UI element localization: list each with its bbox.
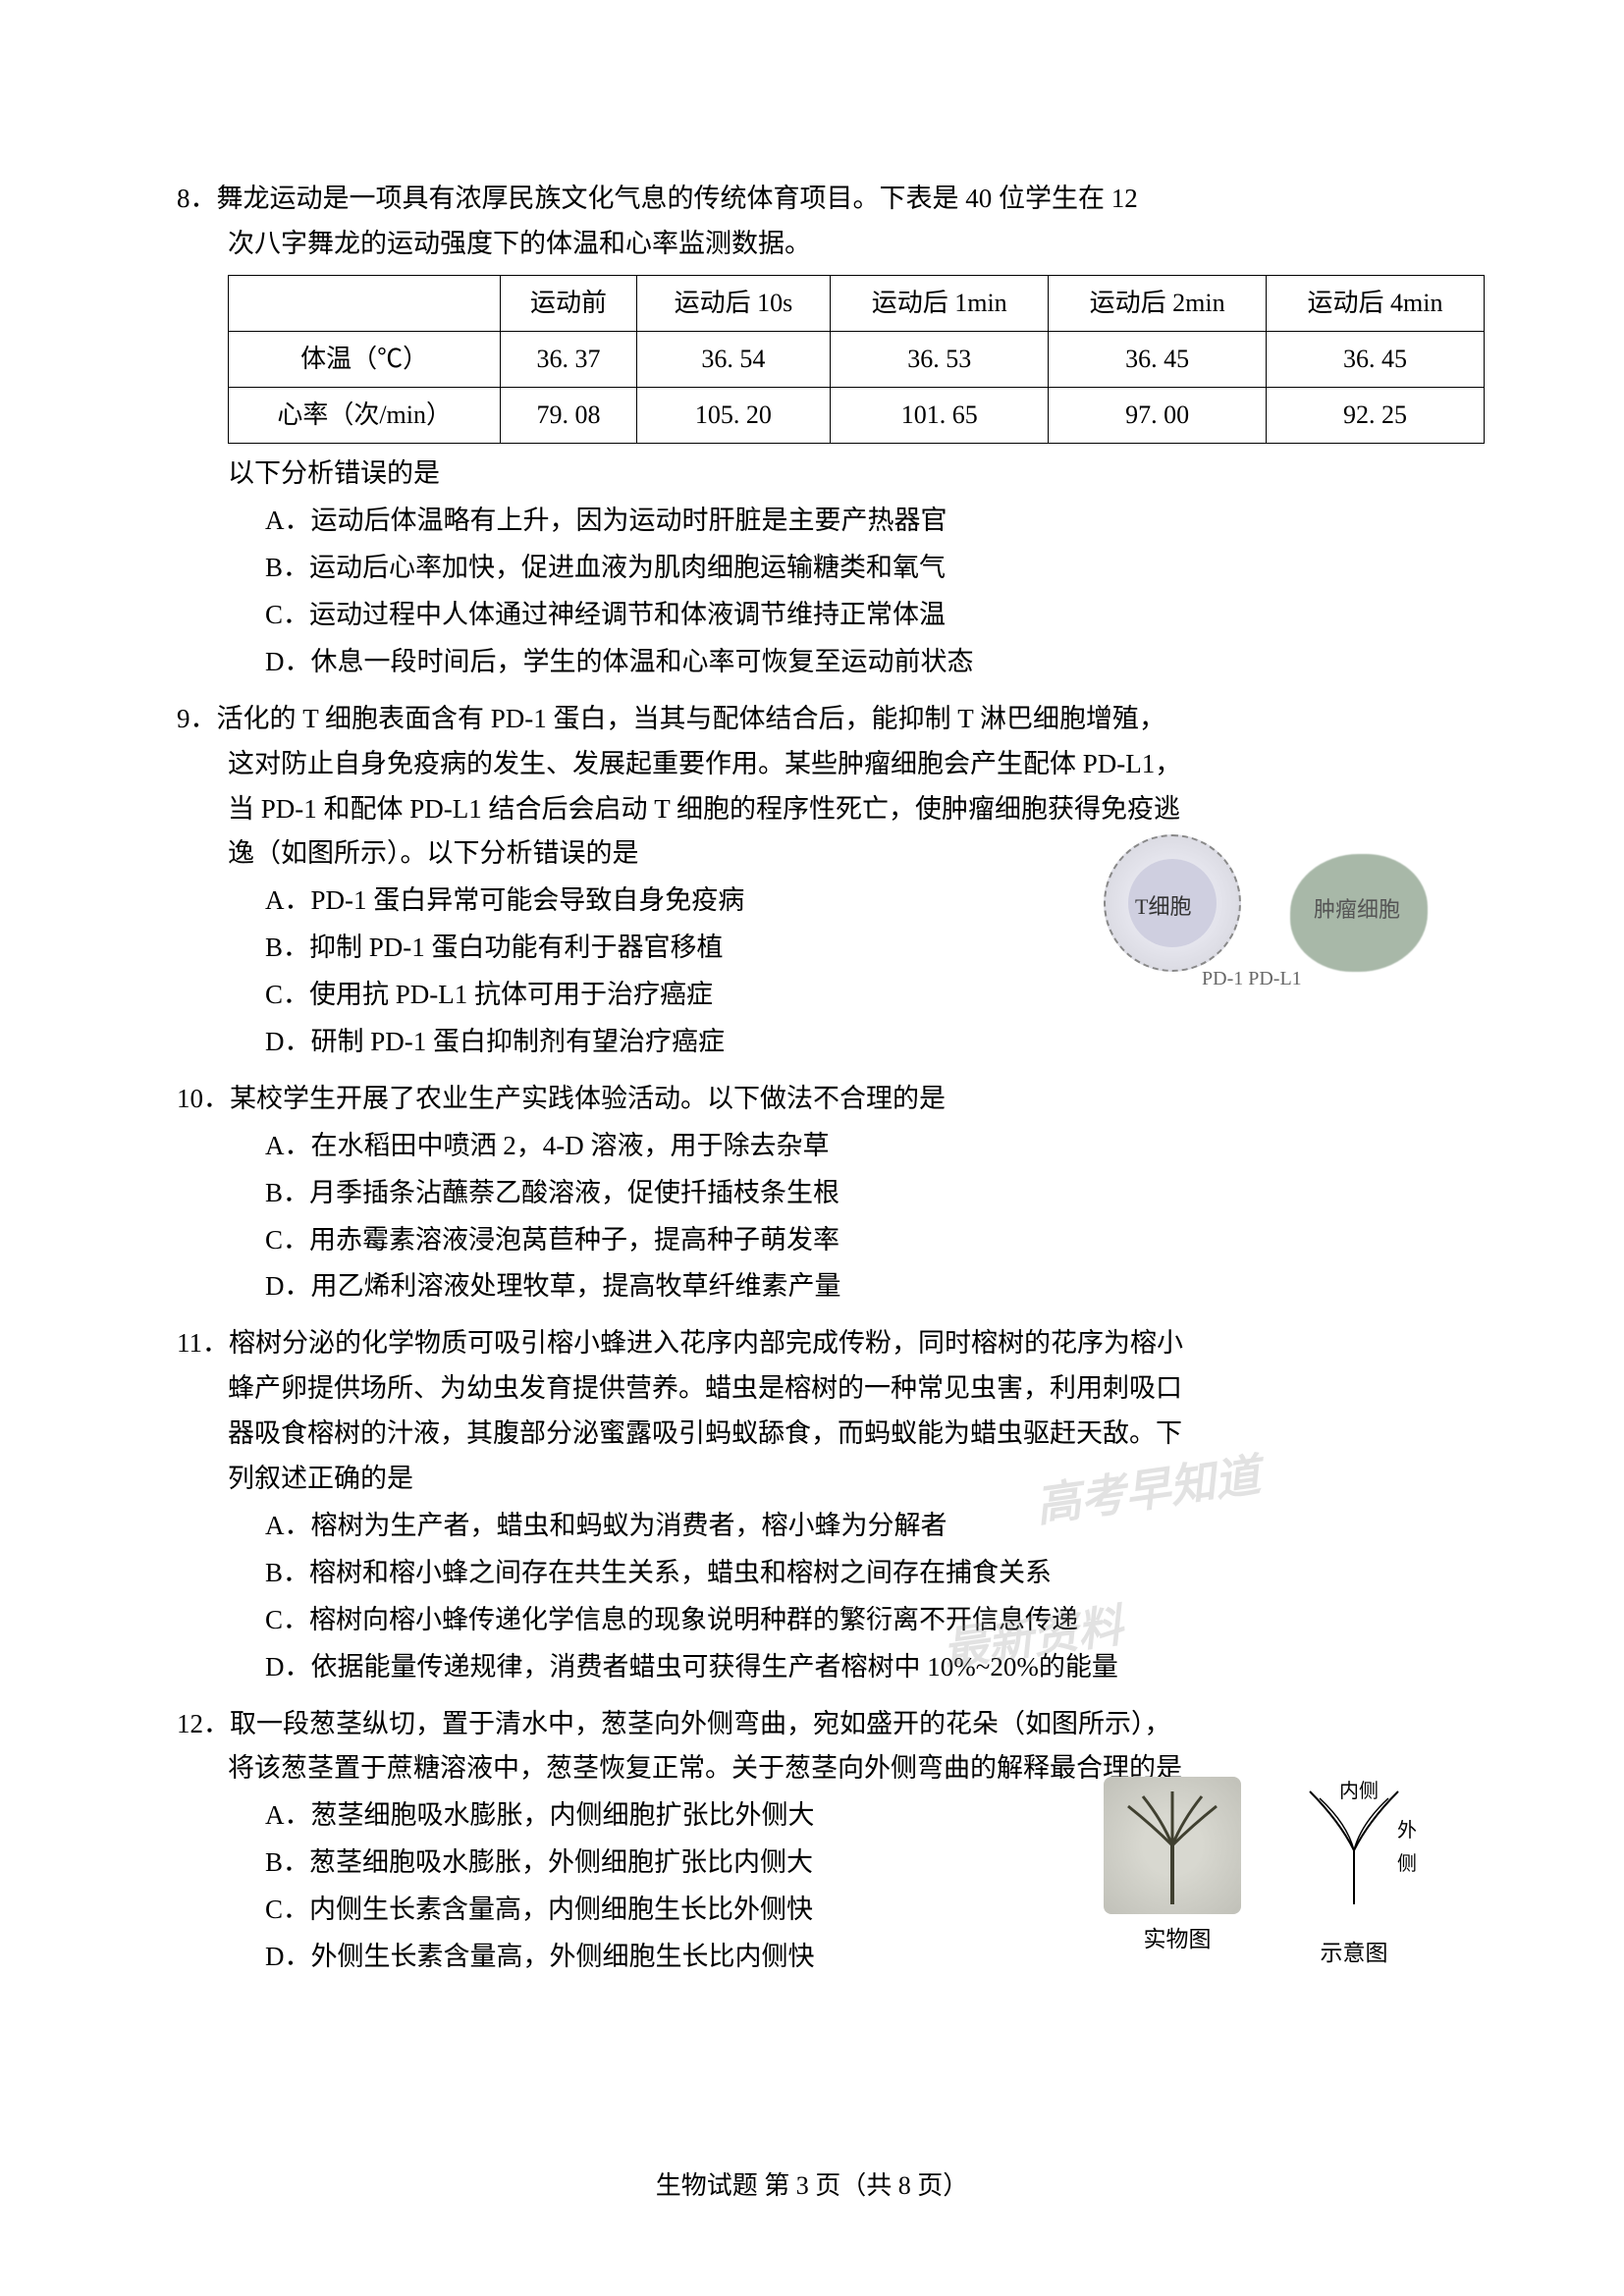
q8-option-a: A．运动后体温略有上升，因为运动时肝脏是主要产热器官 [265,499,1447,544]
question-11: 11．榕树分泌的化学物质可吸引榕小蜂进入花序内部完成传粉，同时榕树的花序为榕小 … [177,1321,1447,1689]
q10-option-b: B．月季插条沾蘸萘乙酸溶液，促使扦插枝条生根 [265,1171,1447,1216]
tcell-label: T细胞 [1135,888,1191,925]
q11-option-b: B．榕树和榕小蜂之间存在共生关系，蜡虫和榕树之间存在捕食关系 [265,1551,1447,1596]
q8-th-2: 运动后 10s [636,275,831,331]
q11-stem-line2: 蜂产卵提供场所、为幼虫发育提供营养。蜡虫是榕树的一种常见虫害，利用刺吸口 [177,1366,1447,1412]
q12-real-caption: 实物图 [1104,1920,1251,1958]
q8-r0c5: 36. 45 [1267,331,1485,387]
q9-stem1-text: 活化的 T 细胞表面含有 PD-1 蛋白，当其与配体结合后，能抑制 T 淋巴细胞… [217,704,1166,733]
q10-stem: 10．某校学生开展了农业生产实践体验活动。以下做法不合理的是 [177,1077,1447,1122]
q10-option-c: C．用赤霉素溶液浸泡莴苣种子，提高种子萌发率 [265,1218,1447,1263]
q8-prompt: 以下分析错误的是 [177,452,1447,497]
question-10: 10．某校学生开展了农业生产实践体验活动。以下做法不合理的是 A．在水稻田中喷洒… [177,1077,1447,1309]
q8-r1c2: 105. 20 [636,388,831,444]
q12-stem-line1: 12．取一段葱茎纵切，置于清水中，葱茎向外侧弯曲，宛如盛开的花朵（如图所示）， [177,1702,1447,1747]
q11-option-c: C．榕树向榕小蜂传递化学信息的现象说明种群的繁衍离不开信息传递 [265,1598,1447,1643]
q10-stem-text: 某校学生开展了农业生产实践体验活动。以下做法不合理的是 [230,1084,946,1113]
q8-r0c0: 体温（℃） [229,331,501,387]
q8-table-row-hr: 心率（次/min） 79. 08 105. 20 101. 65 97. 00 … [229,388,1485,444]
q10-option-a: A．在水稻田中喷洒 2，4-D 溶液，用于除去杂草 [265,1124,1447,1169]
q8-r0c3: 36. 53 [831,331,1049,387]
q8-number: 8． [177,184,217,213]
tumor-label: 肿瘤细胞 [1314,891,1400,928]
q11-option-d: D．依据能量传递规律，消费者蜡虫可获得生产者榕树中 10%~20%的能量 [265,1645,1447,1690]
q8-th-1: 运动前 [501,275,636,331]
q11-option-a: A．榕树为生产者，蜡虫和蚂蚁为消费者，榕小蜂为分解者 [265,1504,1447,1549]
q8-option-d: D．休息一段时间后，学生的体温和心率可恢复至运动前状态 [265,640,1447,685]
q12-inner-label: 内侧 [1339,1775,1379,1808]
q11-stem1-text: 榕树分泌的化学物质可吸引榕小蜂进入花序内部完成传粉，同时榕树的花序为榕小 [229,1328,1183,1358]
page-footer: 生物试题 第 3 页（共 8 页） [0,2164,1624,2208]
q8-r1c1: 79. 08 [501,388,636,444]
question-8: 8．舞龙运动是一项具有浓厚民族文化气息的传统体育项目。下表是 40 位学生在 1… [177,177,1447,685]
q8-th-3: 运动后 1min [831,275,1049,331]
q9-figure: T细胞 肿瘤细胞 PD-1 PD-L1 [1094,834,1428,1011]
q9-stem-line3: 当 PD-1 和配体 PD-L1 结合后会启动 T 细胞的程序性死亡，使肿瘤细胞… [177,787,1447,832]
q9-number: 9． [177,704,217,733]
q8-r1c0: 心率（次/min） [229,388,501,444]
q12-schematic-caption: 示意图 [1290,1934,1418,1972]
q11-number: 11． [177,1328,229,1358]
q11-options: A．榕树为生产者，蜡虫和蚂蚁为消费者，榕小蜂为分解者 B．榕树和榕小蜂之间存在共… [177,1504,1447,1690]
q12-schematic-figure: 内侧 外侧 示意图 [1290,1777,1418,1973]
q9-stem-line1: 9．活化的 T 细胞表面含有 PD-1 蛋白，当其与配体结合后，能抑制 T 淋巴… [177,697,1447,742]
q8-th-5: 运动后 4min [1267,275,1485,331]
q8-table-header-row: 运动前 运动后 10s 运动后 1min 运动后 2min 运动后 4min [229,275,1485,331]
q8-th-0 [229,275,501,331]
q12-figures: 实物图 内侧 外侧 示意图 [1104,1777,1437,1973]
q12-number: 12． [177,1709,230,1738]
q12-options: A．葱茎细胞吸水膨胀，内侧细胞扩张比外侧大 B．葱茎细胞吸水膨胀，外侧细胞扩张比… [177,1793,943,1980]
q12-real-figure: 实物图 [1104,1777,1251,1973]
q12-option-b: B．葱茎细胞吸水膨胀，外侧细胞扩张比内侧大 [265,1841,943,1886]
q8-r0c1: 36. 37 [501,331,636,387]
q12-option-d: D．外侧生长素含量高，外侧细胞生长比内侧快 [265,1935,943,1980]
q8-stem-line1: 8．舞龙运动是一项具有浓厚民族文化气息的传统体育项目。下表是 40 位学生在 1… [177,177,1447,222]
q8-th-4: 运动后 2min [1049,275,1267,331]
q8-r1c5: 92. 25 [1267,388,1485,444]
q8-data-table: 运动前 运动后 10s 运动后 1min 运动后 2min 运动后 4min 体… [228,275,1485,445]
q8-r1c3: 101. 65 [831,388,1049,444]
q9-option-b: B．抑制 PD-1 蛋白功能有利于器官移植 [265,926,943,971]
q8-r1c4: 97. 00 [1049,388,1267,444]
q8-r0c2: 36. 54 [636,331,831,387]
pd-labels: PD-1 PD-L1 [1202,962,1302,995]
q8-r0c4: 36. 45 [1049,331,1267,387]
q8-stem-line2: 次八字舞龙的运动强度下的体温和心率监测数据。 [177,222,1447,267]
q8-options: A．运动后体温略有上升，因为运动时肝脏是主要产热器官 B．运动后心率加快，促进血… [177,499,1447,685]
q9-option-c: C．使用抗 PD-L1 抗体可用于治疗癌症 [265,973,943,1018]
onion-photo-svg [1104,1777,1241,1914]
q12-stem1-text: 取一段葱茎纵切，置于清水中，葱茎向外侧弯曲，宛如盛开的花朵（如图所示）， [230,1709,1171,1738]
q10-option-d: D．用乙烯利溶液处理牧草，提高牧草纤维素产量 [265,1264,1447,1309]
question-9: 9．活化的 T 细胞表面含有 PD-1 蛋白，当其与配体结合后，能抑制 T 淋巴… [177,697,1447,1065]
q12-outer-label: 外侧 [1396,1814,1418,1881]
q8-option-b: B．运动后心率加快，促进血液为肌肉细胞运输糖类和氧气 [265,546,1447,591]
question-12: 12．取一段葱茎纵切，置于清水中，葱茎向外侧弯曲，宛如盛开的花朵（如图所示）， … [177,1702,1447,1980]
q11-stem-line1: 11．榕树分泌的化学物质可吸引榕小蜂进入花序内部完成传粉，同时榕树的花序为榕小 [177,1321,1447,1366]
q10-number: 10． [177,1084,230,1113]
q12-option-c: C．内侧生长素含量高，内侧细胞生长比外侧快 [265,1888,943,1933]
q8-table-row-temp: 体温（℃） 36. 37 36. 54 36. 53 36. 45 36. 45 [229,331,1485,387]
q11-stem-line4: 列叙述正确的是 [177,1457,1447,1502]
q8-stem1-text: 舞龙运动是一项具有浓厚民族文化气息的传统体育项目。下表是 40 位学生在 12 [217,184,1138,213]
onion-photo-icon [1104,1777,1241,1914]
q9-options: A．PD-1 蛋白异常可能会导致自身免疫病 B．抑制 PD-1 蛋白功能有利于器… [177,879,943,1065]
q10-options: A．在水稻田中喷洒 2，4-D 溶液，用于除去杂草 B．月季插条沾蘸萘乙酸溶液，… [177,1124,1447,1310]
q11-stem-line3: 器吸食榕树的汁液，其腹部分泌蜜露吸引蚂蚁舔食，而蚂蚁能为蜡虫驱赶天敌。下 [177,1412,1447,1457]
q9-stem-line2: 这对防止自身免疫病的发生、发展起重要作用。某些肿瘤细胞会产生配体 PD-L1， [177,742,1447,787]
q8-option-c: C．运动过程中人体通过神经调节和体液调节维持正常体温 [265,593,1447,638]
q9-option-d: D．研制 PD-1 蛋白抑制剂有望治疗癌症 [265,1020,943,1065]
q9-option-a: A．PD-1 蛋白异常可能会导致自身免疫病 [265,879,943,924]
q12-option-a: A．葱茎细胞吸水膨胀，内侧细胞扩张比外侧大 [265,1793,943,1839]
